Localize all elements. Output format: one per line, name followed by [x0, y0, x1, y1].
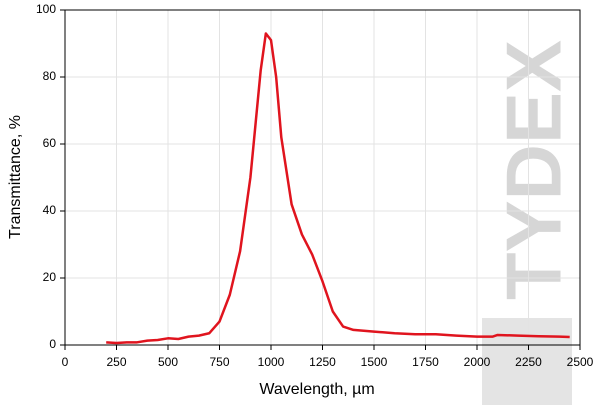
y-tick-label: 60 — [43, 136, 57, 150]
x-tick-label: 1750 — [412, 355, 439, 369]
x-tick-label: 500 — [158, 355, 178, 369]
x-tick-label: 750 — [209, 355, 229, 369]
y-tick-label: 0 — [49, 337, 56, 351]
x-tick-label: 1250 — [309, 355, 336, 369]
y-axis-label: Transmittance, % — [7, 115, 24, 239]
x-axis-label: Wavelength, µm — [259, 381, 374, 398]
y-tick-label: 80 — [43, 69, 57, 83]
watermark: TYDEX — [490, 40, 578, 300]
plot-frame — [64, 9, 581, 346]
y-tick-label: 20 — [43, 270, 57, 284]
x-tick-label: 1500 — [361, 355, 388, 369]
x-tick-label: 0 — [62, 355, 69, 369]
y-tick-label: 40 — [43, 203, 57, 217]
x-tick-label: 2250 — [515, 355, 542, 369]
x-tick-label: 2500 — [567, 355, 594, 369]
x-tick-label: 2000 — [464, 355, 491, 369]
data-line — [106, 32, 570, 345]
x-tick-label: 1000 — [258, 355, 285, 369]
logo — [482, 318, 572, 405]
y-tick-label: 100 — [36, 2, 56, 16]
x-tick-label: 250 — [106, 355, 126, 369]
